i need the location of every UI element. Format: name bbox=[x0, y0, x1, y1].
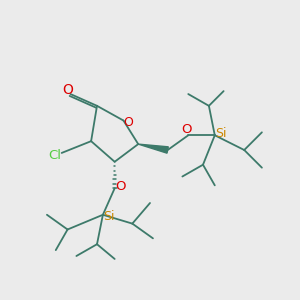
Text: O: O bbox=[123, 116, 133, 128]
Text: Si: Si bbox=[103, 210, 115, 223]
Text: Cl: Cl bbox=[49, 149, 62, 162]
Text: O: O bbox=[115, 180, 126, 193]
Text: O: O bbox=[182, 123, 192, 136]
Text: O: O bbox=[62, 82, 73, 97]
Text: Si: Si bbox=[215, 127, 227, 140]
Polygon shape bbox=[138, 144, 168, 153]
